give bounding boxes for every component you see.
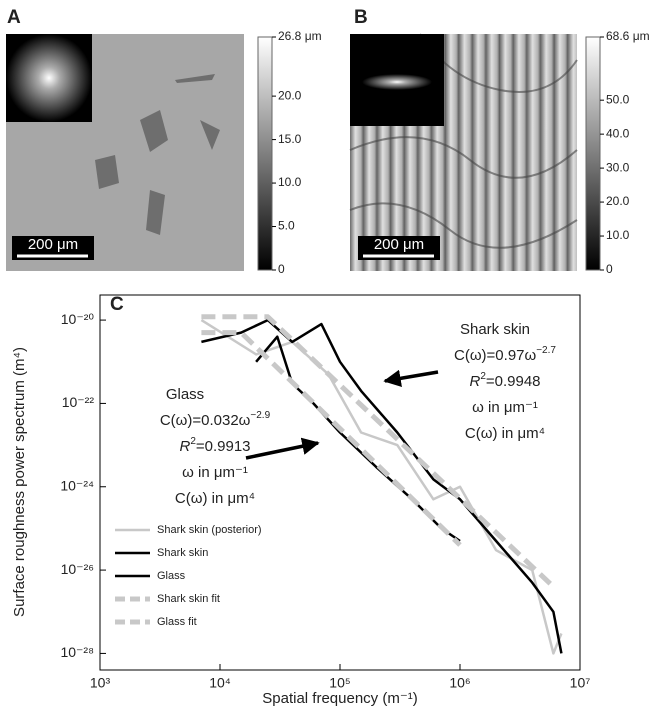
scale-bar-label: 200 μm	[28, 236, 78, 253]
colorbar-tick-label: 50.0	[606, 92, 630, 106]
x-tick-label: 10⁶	[449, 675, 470, 691]
colorbar-tick-label: 20.0	[606, 194, 630, 208]
y-tick-label: 10⁻²⁶	[61, 561, 94, 577]
equation-exponent: −2.7	[536, 345, 556, 356]
arrow	[245, 437, 320, 460]
legend-label: Glass	[157, 570, 186, 582]
y-axis-label: Surface roughness power spectrum (m⁴)	[11, 347, 28, 617]
colorbar	[585, 36, 601, 271]
annotation-unit: C(ω) in μm⁴	[175, 490, 255, 507]
series-line	[255, 335, 461, 543]
annotation-unit: C(ω) in μm⁴	[465, 425, 545, 442]
r2-base: R	[179, 438, 190, 455]
fft-inset	[6, 34, 92, 122]
fit-line	[201, 330, 462, 547]
equation-exponent: −2.9	[250, 410, 270, 421]
legend-label: Shark skin	[157, 547, 208, 559]
panel-label: C	[110, 294, 124, 315]
colorbar-tick-label: 5.0	[278, 219, 295, 233]
x-tick-label: 10⁵	[329, 675, 350, 691]
panel-label: A	[7, 7, 21, 28]
y-tick-label: 10⁻²⁰	[61, 311, 95, 327]
r2-base: R	[469, 373, 480, 390]
colorbar-tick-label: 40.0	[606, 126, 630, 140]
r2-exponent: 2	[480, 371, 486, 382]
y-tick-label: 10⁻²²	[62, 394, 95, 410]
series-line	[201, 318, 563, 654]
colorbar-tick-label: 10.0	[606, 228, 630, 242]
fft-glow	[362, 74, 432, 90]
x-axis-label: Spatial frequency (m⁻¹)	[262, 690, 417, 707]
arrow	[383, 369, 439, 387]
equation-base: C(ω)=0.032ω	[160, 412, 251, 429]
plot: 10³ 10⁴ 10⁵ 10⁶ 10⁷ 10⁻²⁰ 10⁻²² 10⁻²⁴ 10⁻²⁶ 10⁻²⁸…	[60, 311, 590, 691]
colorbar-tick-label: 0	[278, 262, 285, 276]
annotation-r2: R2=0.9948	[469, 371, 540, 390]
y-tick-label: 10⁻²⁸	[60, 644, 94, 660]
colorbar-tick-label: 30.0	[606, 160, 630, 174]
fit-line	[201, 314, 556, 589]
y-tick-label: 10⁻²⁴	[60, 477, 94, 493]
annotation-equation: C(ω)=0.032ω−2.9	[160, 410, 271, 429]
annotation-equation: C(ω)=0.97ω−2.7	[454, 345, 556, 364]
x-tick-label: 10⁴	[209, 675, 231, 691]
panel-label: B	[354, 7, 368, 28]
annotation-r2: R2=0.9913	[179, 436, 250, 455]
x-tick-label: 10⁷	[570, 675, 591, 691]
legend-label: Shark skin (posterior)	[157, 524, 262, 536]
annotation-unit: ω in μm⁻¹	[182, 464, 248, 481]
colorbar-tick-label: 20.0	[278, 88, 302, 102]
colorbar-tick-label: 10.0	[278, 175, 302, 189]
equation-base: C(ω)=0.97ω	[454, 347, 536, 364]
colorbar-tick-label: 15.0	[278, 132, 302, 146]
x-tick-label: 10³	[90, 675, 111, 691]
r2-rest: =0.9913	[196, 438, 251, 455]
series-line	[200, 319, 563, 655]
r2-exponent: 2	[190, 436, 196, 447]
annotation-title: Shark skin	[460, 321, 530, 338]
scale-bar-label: 200 μm	[374, 236, 424, 253]
legend-label: Shark skin fit	[157, 593, 220, 605]
colorbar-tick-label: 26.8 μm	[278, 29, 322, 43]
colorbar-tick-label: 0	[606, 262, 613, 276]
annotation-title: Glass	[166, 386, 204, 403]
legend-label: Glass fit	[157, 616, 197, 628]
colorbar	[257, 36, 273, 271]
colorbar-tick-label: 68.6 μm	[606, 29, 650, 43]
annotation-unit: ω in μm⁻¹	[472, 399, 538, 416]
r2-rest: =0.9948	[486, 373, 541, 390]
